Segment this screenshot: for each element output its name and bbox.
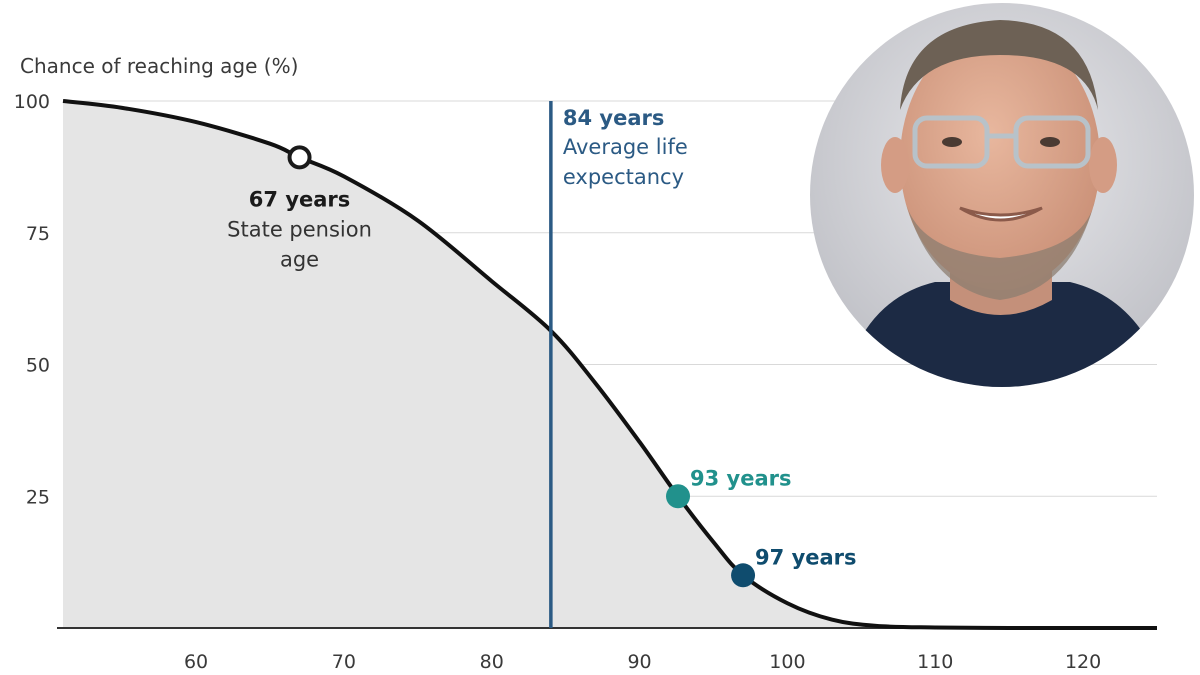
y-axis-label: Chance of reaching age (%) [20,54,298,78]
pension-marker [287,145,312,170]
annotation-avg: 84 years Average life expectancy [549,101,688,628]
y-tick-label: 50 [26,355,50,377]
annotation-pension: 67 years State pension age [227,145,372,271]
x-tick-label: 120 [1065,651,1101,673]
survival-area [63,101,1157,629]
y-tick-label: 100 [14,91,50,113]
annotation-text: State pension [227,217,372,241]
annotation-title: 93 years [690,466,792,490]
y-tick-label: 75 [26,223,50,245]
x-tick-label: 110 [917,651,953,673]
portrait-photo [810,3,1194,387]
annotation-p10: 97 years [731,545,857,588]
annotation-title: 97 years [755,545,857,569]
survival-curve [62,99,1157,631]
x-tick-labels: 60 70 80 90 100 110 120 [184,651,1101,673]
annotation-text: Average life [563,135,688,159]
age-marker [666,484,691,509]
x-tick-label: 100 [769,651,805,673]
x-tick-label: 90 [627,651,651,673]
x-tick-label: 80 [480,651,504,673]
x-tick-label: 70 [332,651,356,673]
age-marker [731,563,756,588]
y-tick-labels: 25 50 75 100 [14,91,50,508]
annotation-p25: 93 years [666,466,792,509]
annotation-title: 84 years [563,106,665,130]
annotation-title: 67 years [249,187,351,211]
x-tick-label: 60 [184,651,208,673]
annotations: 67 years State pension age 84 years Average … [227,101,857,628]
y-tick-label: 25 [26,486,50,508]
annotation-text: age [280,247,319,271]
annotation-text: expectancy [563,165,684,189]
